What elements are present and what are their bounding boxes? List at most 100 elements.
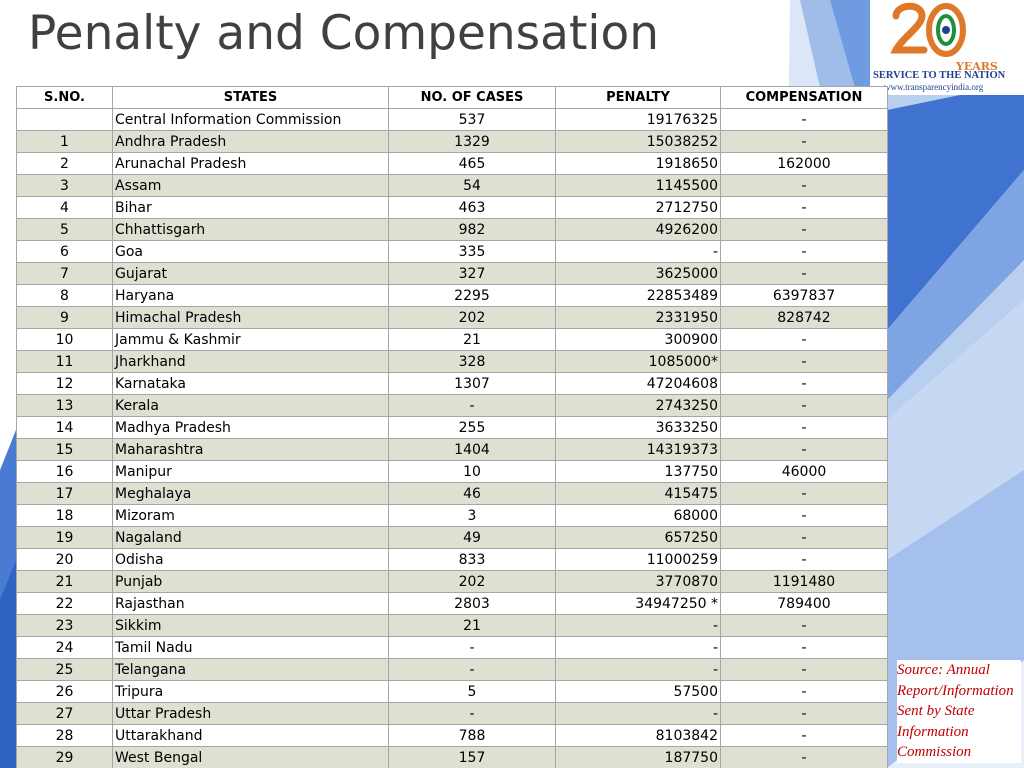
table-row: 24 Tamil Nadu - - - (16, 636, 888, 659)
cell-compensation: - (720, 394, 888, 417)
cell-sno: 4 (16, 196, 113, 219)
cell-state: Mizoram (112, 504, 389, 527)
cell-penalty: 15038252 (555, 130, 721, 153)
cell-sno (16, 108, 113, 131)
table-row: 14 Madhya Pradesh 255 3633250- (16, 416, 888, 439)
header-cases: NO. OF CASES (388, 86, 556, 109)
cell-sno: 17 (16, 482, 113, 505)
cell-state: Uttarakhand (112, 724, 389, 747)
cell-cases: 49 (388, 526, 556, 549)
logo: YEARS SERVICE TO THE NATION www.transpar… (870, 0, 1024, 94)
cell-state: Himachal Pradesh (112, 306, 389, 329)
cell-compensation: 1191480 (720, 570, 888, 593)
cell-state: Telangana (112, 658, 389, 681)
cell-cases: 982 (388, 218, 556, 241)
penalty-compensation-table: S.NO. STATES NO. OF CASES PENALTY COMPEN… (16, 86, 888, 768)
cell-penalty: - (555, 702, 721, 725)
cell-cases: 46 (388, 482, 556, 505)
cell-state: Tripura (112, 680, 389, 703)
cell-penalty: - (555, 614, 721, 637)
cell-sno: 23 (16, 614, 113, 637)
table-row: 5 Chhattisgarh 982 4926200- (16, 218, 888, 241)
cell-compensation: 6397837 (720, 284, 888, 307)
cell-compensation: - (720, 680, 888, 703)
cell-compensation: - (720, 174, 888, 197)
cell-compensation: - (720, 746, 888, 768)
cell-sno: 8 (16, 284, 113, 307)
cell-penalty: 1918650 (555, 152, 721, 175)
cell-cases: - (388, 702, 556, 725)
cell-compensation: - (720, 724, 888, 747)
table-row: 18 Mizoram 3 68000- (16, 504, 888, 527)
cell-compensation: - (720, 372, 888, 395)
cell-sno: 13 (16, 394, 113, 417)
table-row: 9 Himachal Pradesh 202 2331950 828742 (16, 306, 888, 329)
cell-state: Jammu & Kashmir (112, 328, 389, 351)
cell-compensation: - (720, 218, 888, 241)
cell-sno: 19 (16, 526, 113, 549)
table-row: 13 Kerala -2743250- (16, 394, 888, 417)
cell-penalty: 300900 (555, 328, 721, 351)
table-row: 17 Meghalaya 46 415475- (16, 482, 888, 505)
cell-state: Assam (112, 174, 389, 197)
cell-penalty: 19176325 (555, 108, 721, 131)
cell-sno: 15 (16, 438, 113, 461)
cell-state: Karnataka (112, 372, 389, 395)
cell-cases: 54 (388, 174, 556, 197)
cell-penalty: 3633250 (555, 416, 721, 439)
cell-cases: 463 (388, 196, 556, 219)
cell-penalty: 137750 (555, 460, 721, 483)
cell-state: Bihar (112, 196, 389, 219)
table-row: 8 Haryana 2295 22853489 6397837 (16, 284, 888, 307)
cell-compensation: - (720, 636, 888, 659)
cell-compensation: 828742 (720, 306, 888, 329)
cell-penalty: 68000 (555, 504, 721, 527)
table-row: 27 Uttar Pradesh - - - (16, 702, 888, 725)
cell-cases: 2295 (388, 284, 556, 307)
cell-compensation: - (720, 262, 888, 285)
cell-sno: 21 (16, 570, 113, 593)
table-body: Central Information Commission 537 1917632… (16, 108, 888, 768)
cell-compensation: - (720, 196, 888, 219)
cell-compensation: - (720, 504, 888, 527)
table-row: 26 Tripura 5 57500- (16, 680, 888, 703)
table-row: 29 West Bengal 157 187750- (16, 746, 888, 768)
table-row: 1 Andhra Pradesh 1329 15038252- (16, 130, 888, 153)
cell-penalty: 2331950 (555, 306, 721, 329)
logo-years-text: YEARS (956, 60, 998, 73)
cell-penalty: 187750 (555, 746, 721, 768)
cell-cases: 1329 (388, 130, 556, 153)
cell-sno: 5 (16, 218, 113, 241)
cell-sno: 10 (16, 328, 113, 351)
header-compensation: COMPENSATION (720, 86, 888, 109)
cell-cases: 21 (388, 328, 556, 351)
cell-state: Odisha (112, 548, 389, 571)
cell-cases: 537 (388, 108, 556, 131)
cell-state: Madhya Pradesh (112, 416, 389, 439)
cell-state: Jharkhand (112, 350, 389, 373)
cell-compensation: - (720, 130, 888, 153)
cell-compensation: - (720, 438, 888, 461)
logo-20-years-mark (890, 2, 966, 57)
cell-cases: 335 (388, 240, 556, 263)
cell-sno: 24 (16, 636, 113, 659)
cell-cases: 328 (388, 350, 556, 373)
cell-sno: 2 (16, 152, 113, 175)
cell-penalty: 8103842 (555, 724, 721, 747)
table-row: 20 Odisha 833 11000259- (16, 548, 888, 571)
table-row: 12 Karnataka 1307 47204608- (16, 372, 888, 395)
table-row: 6 Goa 335- - (16, 240, 888, 263)
cell-compensation: - (720, 108, 888, 131)
cell-compensation: - (720, 702, 888, 725)
cell-cases: 255 (388, 416, 556, 439)
cell-sno: 26 (16, 680, 113, 703)
cell-penalty: 14319373 (555, 438, 721, 461)
cell-state: Meghalaya (112, 482, 389, 505)
cell-penalty: 4926200 (555, 218, 721, 241)
cell-state: Haryana (112, 284, 389, 307)
cell-state: West Bengal (112, 746, 389, 768)
cell-penalty: 1145500 (555, 174, 721, 197)
cell-penalty: 11000259 (555, 548, 721, 571)
table-row: 16 Manipur 10 137750 46000 (16, 460, 888, 483)
